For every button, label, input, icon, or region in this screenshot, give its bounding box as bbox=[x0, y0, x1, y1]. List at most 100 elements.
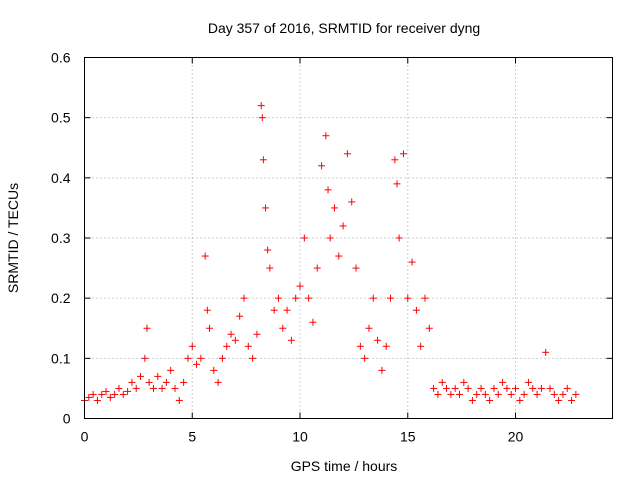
y-tick-label: 0.4 bbox=[51, 170, 71, 186]
y-tick-label: 0 bbox=[63, 411, 71, 427]
data-point bbox=[477, 384, 485, 392]
data-point bbox=[119, 390, 127, 398]
data-point bbox=[205, 324, 213, 332]
data-point bbox=[309, 318, 317, 326]
data-point bbox=[203, 306, 211, 314]
data-point bbox=[408, 258, 416, 266]
data-point bbox=[434, 390, 442, 398]
data-point bbox=[143, 324, 151, 332]
y-axis-label: SRMTID / TECUs bbox=[5, 183, 21, 293]
data-point bbox=[193, 360, 201, 368]
data-point bbox=[387, 294, 395, 302]
data-point bbox=[259, 156, 267, 164]
data-point bbox=[404, 294, 412, 302]
data-point bbox=[111, 390, 119, 398]
data-point bbox=[356, 342, 364, 350]
data-point bbox=[162, 378, 170, 386]
data-point bbox=[468, 396, 476, 404]
data-point bbox=[399, 150, 407, 158]
data-point bbox=[167, 366, 175, 374]
data-point bbox=[266, 264, 274, 272]
data-point bbox=[154, 372, 162, 380]
data-point bbox=[361, 354, 369, 362]
data-point bbox=[201, 252, 209, 260]
data-point bbox=[149, 384, 157, 392]
data-point bbox=[430, 384, 438, 392]
data-point bbox=[249, 354, 257, 362]
data-point bbox=[197, 354, 205, 362]
data-point bbox=[253, 330, 261, 338]
data-point bbox=[287, 336, 295, 344]
data-point bbox=[447, 390, 455, 398]
data-point bbox=[546, 384, 554, 392]
data-point bbox=[128, 378, 136, 386]
data-point bbox=[507, 390, 515, 398]
data-point bbox=[98, 390, 106, 398]
data-point bbox=[124, 387, 132, 395]
data-point bbox=[516, 396, 524, 404]
data-point bbox=[378, 366, 386, 374]
data-point bbox=[369, 294, 377, 302]
x-tick-label: 15 bbox=[400, 429, 416, 445]
data-point bbox=[330, 204, 338, 212]
data-point bbox=[300, 234, 308, 242]
data-point bbox=[572, 390, 580, 398]
data-point bbox=[335, 252, 343, 260]
data-point bbox=[393, 180, 401, 188]
data-point bbox=[559, 390, 567, 398]
data-point bbox=[524, 378, 532, 386]
data-point bbox=[421, 294, 429, 302]
data-point bbox=[210, 366, 218, 374]
data-point bbox=[473, 390, 481, 398]
data-point bbox=[171, 384, 179, 392]
data-point bbox=[270, 306, 278, 314]
data-point bbox=[455, 390, 463, 398]
axis-ticks bbox=[84, 57, 613, 419]
data-point bbox=[184, 354, 192, 362]
data-point bbox=[542, 348, 550, 356]
data-point bbox=[503, 384, 511, 392]
y-tick-label: 0.6 bbox=[51, 50, 71, 66]
data-point bbox=[451, 384, 459, 392]
data-point bbox=[550, 390, 558, 398]
data-point bbox=[318, 162, 326, 170]
data-point bbox=[460, 378, 468, 386]
y-tick-label: 0.1 bbox=[51, 350, 71, 366]
chart-title: Day 357 of 2016, SRMTID for receiver dyn… bbox=[208, 20, 480, 36]
data-point bbox=[343, 150, 351, 158]
data-point bbox=[412, 306, 420, 314]
data-point bbox=[296, 282, 304, 290]
data-point bbox=[533, 390, 541, 398]
data-point bbox=[274, 294, 282, 302]
data-point bbox=[464, 384, 472, 392]
x-tick-label: 5 bbox=[188, 429, 196, 445]
data-point bbox=[395, 234, 403, 242]
data-point bbox=[352, 264, 360, 272]
data-point bbox=[365, 324, 373, 332]
x-tick-labels: 0 5 10 15 20 bbox=[81, 429, 524, 445]
data-point bbox=[180, 378, 188, 386]
data-point bbox=[568, 396, 576, 404]
x-tick-label: 20 bbox=[508, 429, 524, 445]
data-point bbox=[292, 294, 300, 302]
data-point bbox=[244, 342, 252, 350]
x-axis-label: GPS time / hours bbox=[291, 458, 398, 474]
data-points bbox=[81, 102, 580, 404]
data-point bbox=[438, 378, 446, 386]
data-point bbox=[494, 390, 502, 398]
y-tick-labels: 0 0.1 0.2 0.3 0.4 0.5 0.6 bbox=[51, 50, 71, 427]
data-point bbox=[563, 384, 571, 392]
data-point bbox=[512, 384, 520, 392]
data-point bbox=[141, 354, 149, 362]
data-point bbox=[231, 336, 239, 344]
data-point bbox=[214, 378, 222, 386]
data-point bbox=[425, 324, 433, 332]
x-tick-label: 10 bbox=[292, 429, 308, 445]
data-point bbox=[236, 312, 244, 320]
data-point bbox=[258, 114, 266, 122]
data-point bbox=[324, 186, 332, 194]
data-point bbox=[391, 156, 399, 164]
data-point bbox=[188, 342, 196, 350]
data-point bbox=[240, 294, 248, 302]
